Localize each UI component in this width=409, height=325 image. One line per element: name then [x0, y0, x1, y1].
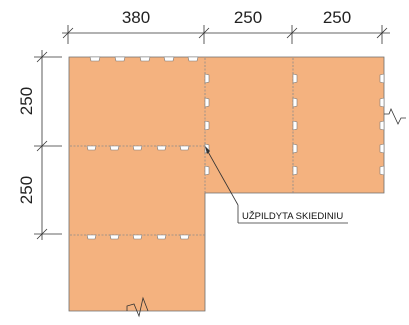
dim-top-2: 250	[234, 8, 262, 27]
left-dimension-chain: 250 250	[17, 50, 62, 240]
break-symbol-bottom	[126, 296, 149, 318]
dim-top-1: 380	[122, 8, 150, 27]
dim-left-1: 250	[17, 87, 36, 115]
shear-keys-top-edge	[89, 56, 199, 62]
shear-keys-vertical-joint-2	[292, 73, 298, 176]
callout-label: UŽPILDYTA SKIEDINIU	[242, 211, 343, 222]
shear-keys-joint-2	[86, 234, 190, 240]
dim-left-2: 250	[17, 176, 36, 204]
grout-callout: UŽPILDYTA SKIEDINIU	[205, 146, 348, 224]
dim-top-3: 250	[323, 8, 351, 27]
break-symbol-right	[384, 107, 406, 125]
shear-keys-joint-1	[86, 145, 190, 151]
shear-keys-right-edge	[379, 73, 385, 176]
top-dimension-chain: 380 250 250	[62, 8, 390, 44]
